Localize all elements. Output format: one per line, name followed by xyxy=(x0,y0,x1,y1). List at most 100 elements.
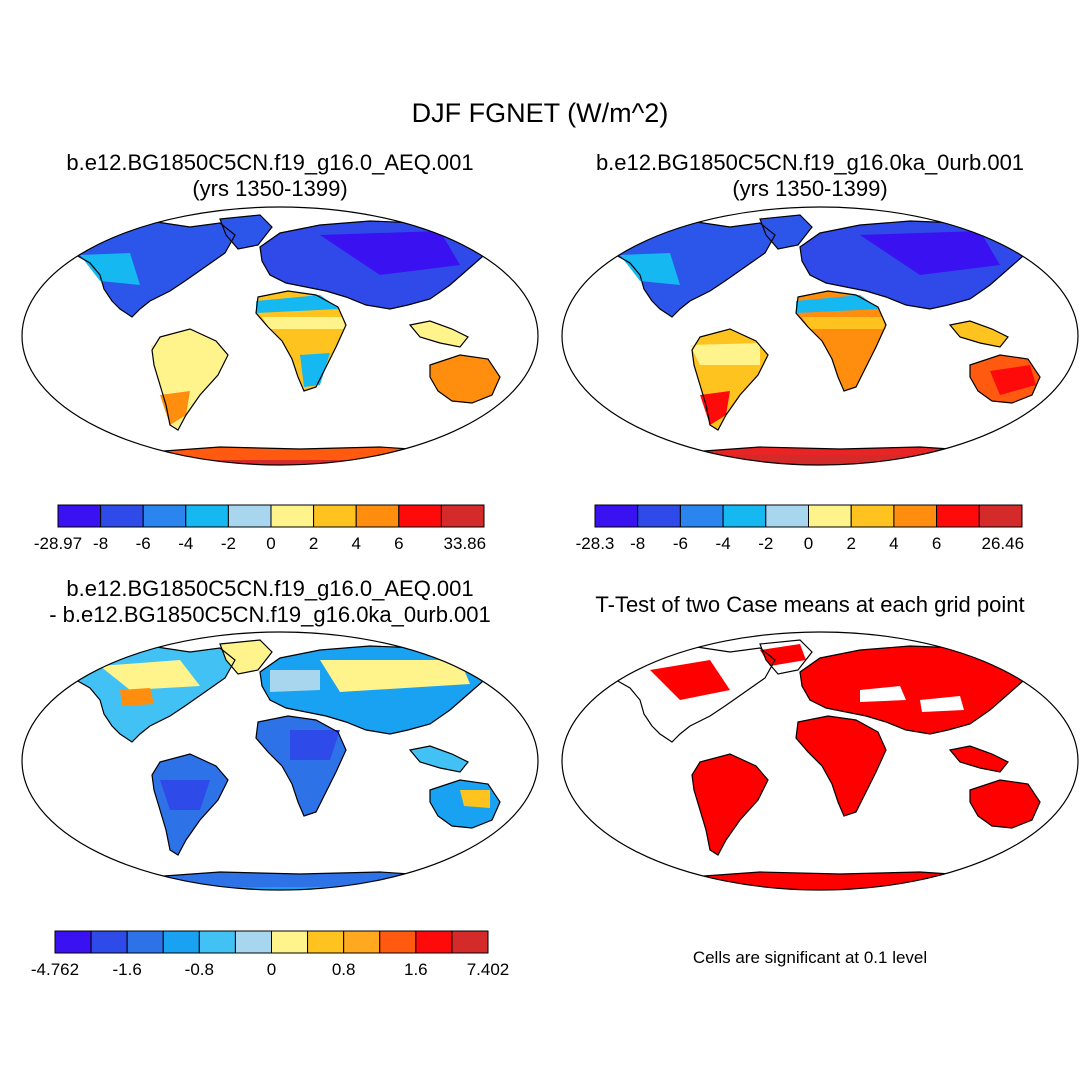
colorbar-box xyxy=(313,504,357,528)
field-patch-7 xyxy=(460,790,490,808)
eurasia-coastline xyxy=(799,645,1031,735)
greenland-coastline xyxy=(219,639,273,675)
colorbar-box xyxy=(54,930,92,954)
field-patch-1 xyxy=(690,343,760,365)
north-america-coastline xyxy=(609,645,776,743)
colorbar-box xyxy=(978,504,1023,528)
colorbar-box xyxy=(307,930,345,954)
colorbar-panel-1: -28.97 -8 -6 -4 -2 0 2 4 6 33.86 xyxy=(34,504,486,553)
colorbar-box xyxy=(893,504,938,528)
panel-2-title: b.e12.BG1850C5CN.f19_g16.0ka_0urb.001 (y… xyxy=(570,150,1050,202)
panel-4-title-line1: T-Test of two Case means at each grid po… xyxy=(595,592,1025,617)
panel-4-title: T-Test of two Case means at each grid po… xyxy=(560,592,1060,618)
field-patch-3 xyxy=(796,295,880,313)
africa-shading xyxy=(796,291,886,391)
field-patch-1 xyxy=(100,660,200,690)
africa-coastline xyxy=(255,715,347,817)
panel-1-title-line1: b.e12.BG1850C5CN.f19_g16.0_AEQ.001 xyxy=(66,150,474,175)
field-patch-2 xyxy=(160,391,190,425)
indonesia-coastline xyxy=(408,320,469,348)
map-border xyxy=(561,206,1079,466)
field-patch-8 xyxy=(100,460,490,465)
north-america-coastline xyxy=(609,220,776,318)
colorbar-box xyxy=(637,504,681,528)
africa-coastline xyxy=(255,290,347,392)
panel-1-title: b.e12.BG1850C5CN.f19_g16.0_AEQ.001 (yrs … xyxy=(30,150,510,202)
field-patch-1 xyxy=(150,343,220,365)
indonesia-shading xyxy=(410,321,468,347)
colorbar-label: 4 xyxy=(351,534,360,553)
greenland-coastline xyxy=(219,214,273,250)
colorbar-box xyxy=(765,504,810,528)
colorbar-box xyxy=(679,504,724,528)
greenland-coastline xyxy=(759,214,813,250)
map-panel-2 xyxy=(561,206,1079,466)
indonesia-shading xyxy=(410,746,468,772)
colorbar-box xyxy=(271,930,309,954)
field-patch-6 xyxy=(160,780,210,810)
australia-shading xyxy=(970,780,1040,828)
eurasia-coastline xyxy=(259,220,491,310)
map-panel-4 xyxy=(561,631,1079,891)
field-patch-4 xyxy=(270,670,320,692)
colorbar-box xyxy=(379,930,417,954)
indonesia-coastline xyxy=(948,745,1009,773)
colorbar-label: -0.8 xyxy=(185,960,214,979)
field-patch-4 xyxy=(802,317,886,329)
map-border xyxy=(561,631,1079,891)
field-patch-2 xyxy=(700,391,730,425)
panel-1-title-line2: (yrs 1350-1399) xyxy=(192,176,348,201)
colorbar-label: 1.6 xyxy=(404,960,428,979)
south-america-coastline xyxy=(691,328,769,431)
colorbar-box xyxy=(398,504,442,528)
field-patch-3 xyxy=(256,295,340,313)
field-patch-5 xyxy=(300,353,330,387)
colorbar-box xyxy=(142,504,187,528)
colorbar-label: 6 xyxy=(394,534,403,553)
colorbar-box xyxy=(415,930,453,954)
colorbar-box xyxy=(100,504,144,528)
map-panel-1 xyxy=(21,206,539,466)
colorbar-label: -4 xyxy=(178,534,193,553)
colorbar-panel-2: -28.3 -8 -6 -4 -2 0 2 4 6 26.46 xyxy=(576,504,1025,553)
field-patch-3 xyxy=(320,660,470,692)
field-patch-5 xyxy=(290,730,340,760)
map-panel-3 xyxy=(21,631,539,891)
field-patch-6 xyxy=(990,365,1036,395)
greenland-shading xyxy=(760,215,812,249)
colorbar-label: -4.762 xyxy=(31,960,79,979)
africa-coastline xyxy=(795,290,887,392)
colorbar-box xyxy=(355,504,400,528)
colorbar-box xyxy=(451,930,489,954)
panel-2-title-line1: b.e12.BG1850C5CN.f19_g16.0ka_0urb.001 xyxy=(595,150,1025,175)
colorbar-box xyxy=(440,504,485,528)
map-border xyxy=(21,206,539,466)
field-patch-3 xyxy=(760,644,806,666)
north-america-shading xyxy=(70,221,235,317)
field-patch-5 xyxy=(860,231,1000,275)
greenland-shading xyxy=(220,640,272,674)
colorbar-label: 2 xyxy=(846,534,855,553)
colorbar-box xyxy=(126,930,164,954)
colorbar-label: -28.97 xyxy=(34,534,82,553)
colorbar-box xyxy=(90,930,128,954)
field-patch-2 xyxy=(960,668,1000,692)
eurasia-coastline xyxy=(799,220,1031,310)
colorbar-box xyxy=(343,930,381,954)
australia-coastline xyxy=(969,779,1041,829)
south-america-coastline xyxy=(151,753,229,856)
colorbar-label: 4 xyxy=(889,534,898,553)
field-patch-6 xyxy=(320,231,460,275)
colorbar-label: 0 xyxy=(267,960,276,979)
panel-2-title-line2: (yrs 1350-1399) xyxy=(732,176,888,201)
colorbar-label: -2 xyxy=(221,534,236,553)
eurasia-shading xyxy=(800,646,1030,734)
colorbar-label: 0 xyxy=(266,534,275,553)
colorbar-box xyxy=(850,504,895,528)
colorbar-label: 26.46 xyxy=(982,534,1025,553)
south-america-shading xyxy=(692,754,768,855)
australia-coastline xyxy=(969,354,1041,404)
map-border xyxy=(21,631,539,891)
australia-coastline xyxy=(429,354,501,404)
colorbar-panel-3: -4.762 -1.6 -0.8 0 0.8 1.6 7.402 xyxy=(31,930,509,979)
